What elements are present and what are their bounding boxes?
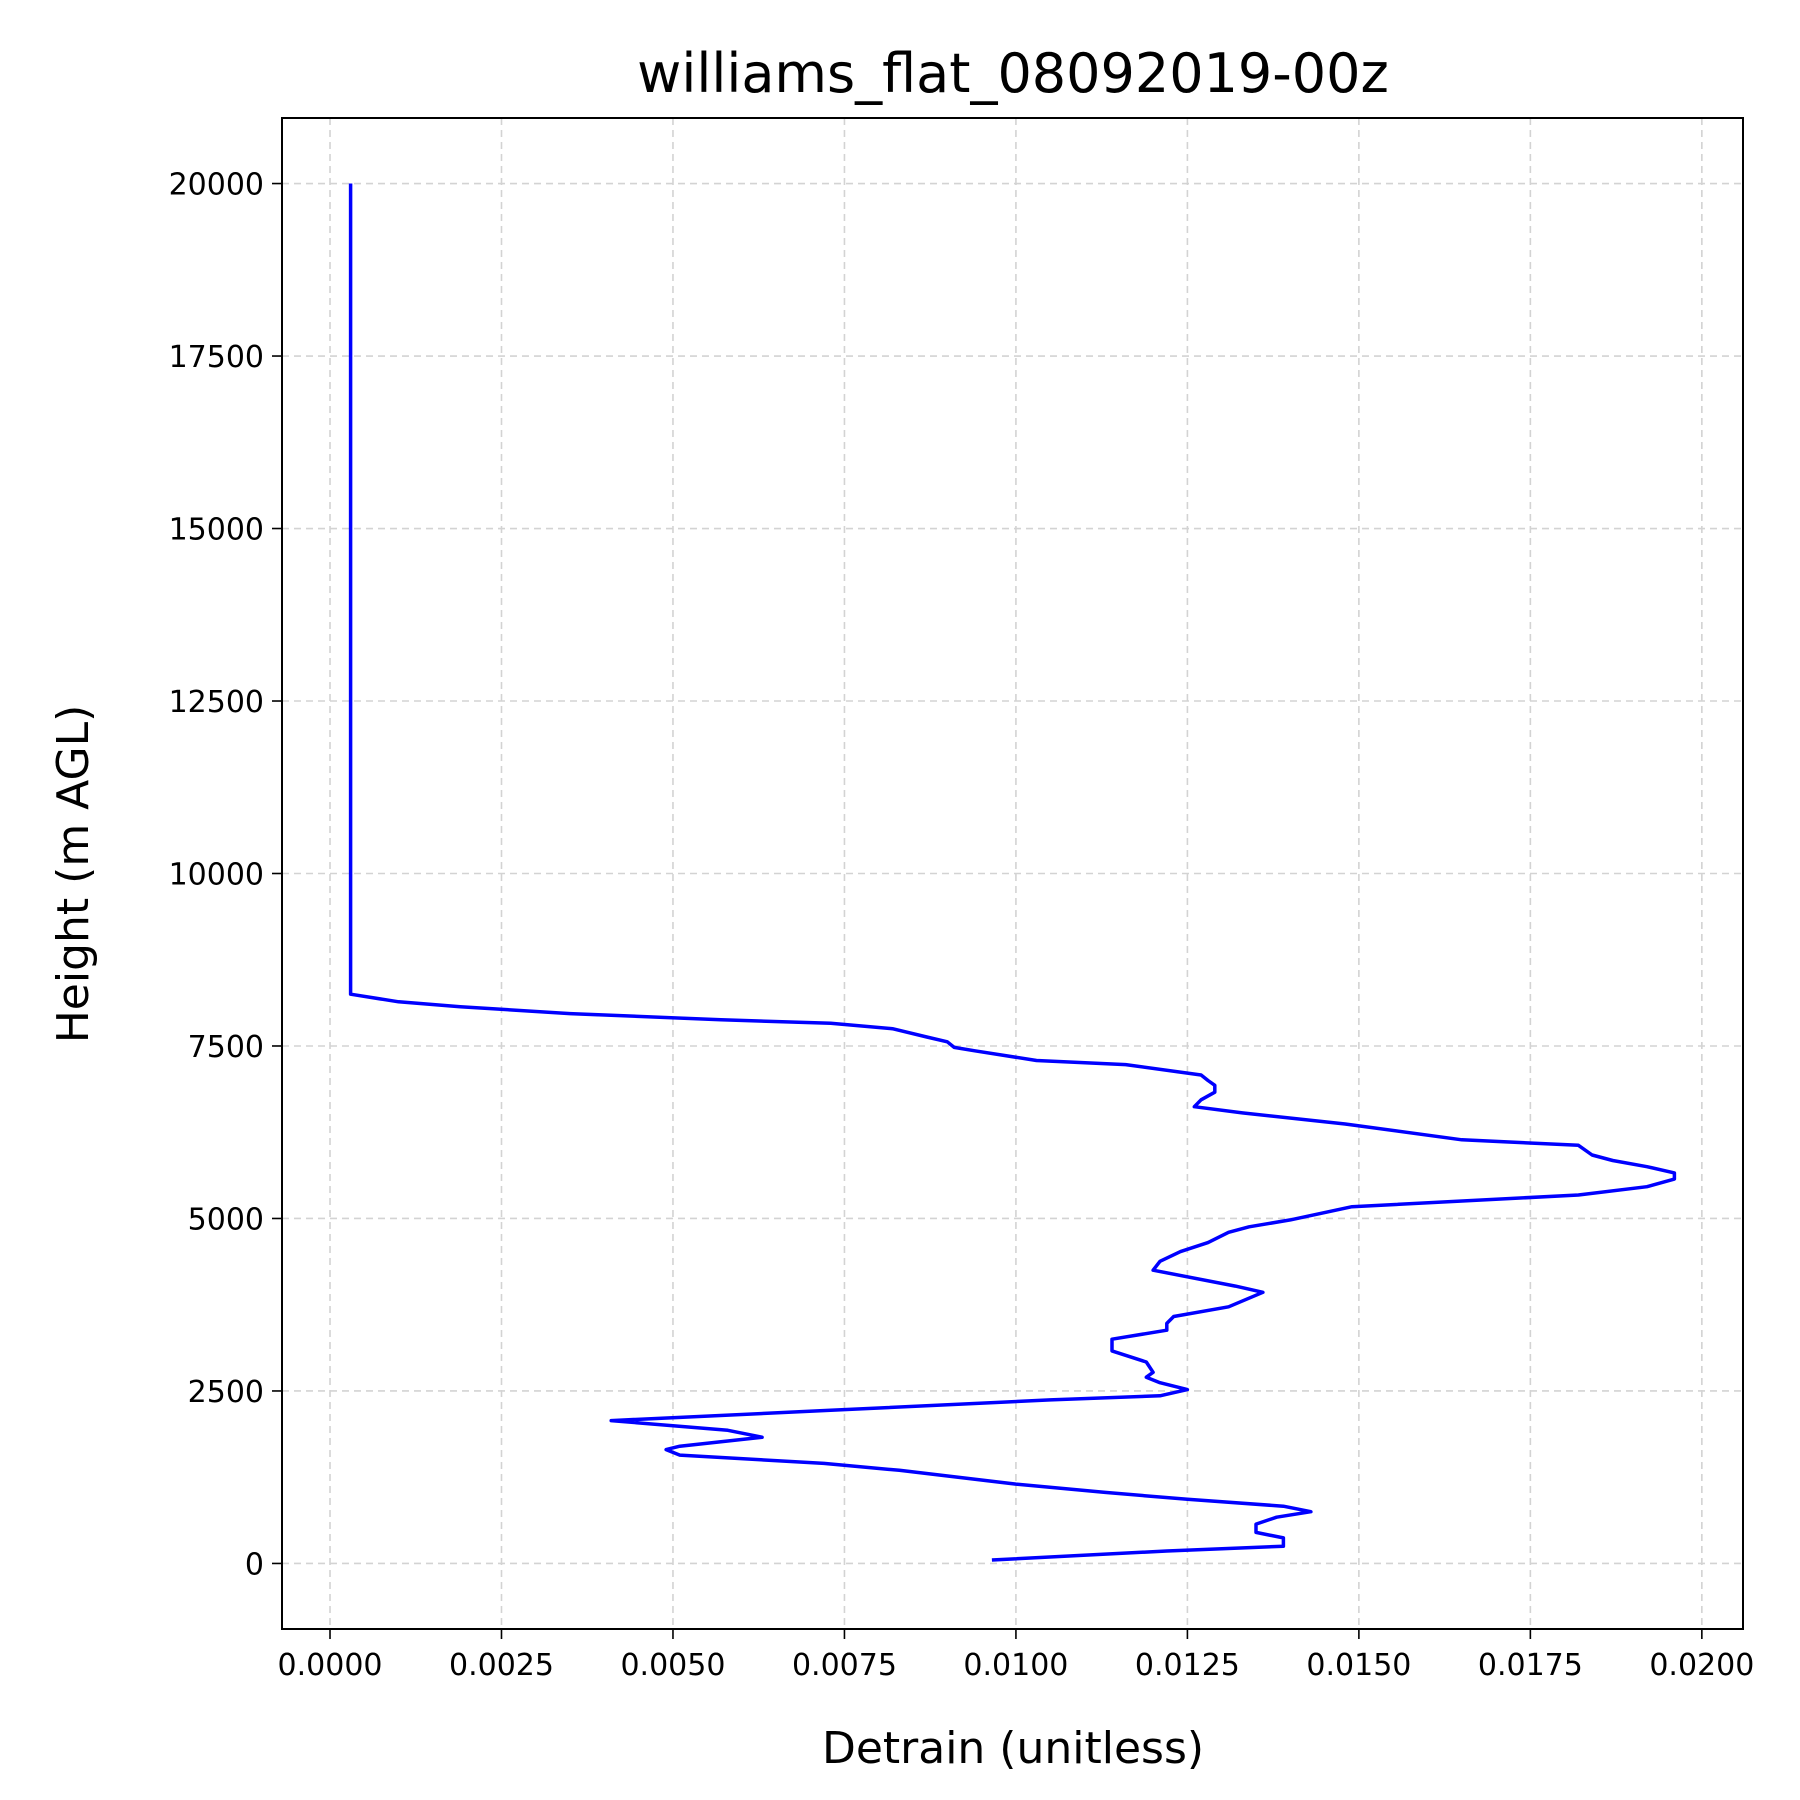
y-axis-label: Height (m AGL)	[48, 705, 99, 1044]
y-tick-label: 12500	[169, 685, 264, 720]
x-tick-label: 0.0125	[1135, 1648, 1240, 1683]
chart-title: williams_flat_08092019-00z	[637, 42, 1389, 105]
x-axis-label: Detrain (unitless)	[822, 1723, 1204, 1774]
y-tick-label: 0	[245, 1547, 264, 1582]
y-tick-label: 2500	[188, 1375, 264, 1410]
x-tick-label: 0.0000	[278, 1648, 383, 1683]
x-tick-label: 0.0200	[1649, 1648, 1754, 1683]
y-tick-label: 20000	[169, 168, 264, 203]
y-tick-label: 5000	[188, 1202, 264, 1237]
y-tick-label: 7500	[188, 1030, 264, 1065]
grid-layer	[282, 118, 1743, 1629]
y-tick-label: 10000	[169, 858, 264, 893]
tick-layer: 0.0000 0.0025 0.0050 0.0075 0.0100 0.0125 0.01…	[169, 168, 1755, 1683]
x-tick-label: 0.0075	[792, 1648, 897, 1683]
y-tick-label: 17500	[169, 340, 264, 375]
detrain-profile-line	[348, 183, 1677, 1562]
x-tick-label: 0.0175	[1478, 1648, 1583, 1683]
x-tick-label: 0.0025	[449, 1648, 554, 1683]
y-tick-label: 15000	[169, 513, 264, 548]
data-line-layer	[348, 183, 1677, 1562]
x-tick-label: 0.0100	[963, 1648, 1068, 1683]
x-tick-label: 0.0050	[620, 1648, 725, 1683]
x-tick-label: 0.0150	[1306, 1648, 1411, 1683]
